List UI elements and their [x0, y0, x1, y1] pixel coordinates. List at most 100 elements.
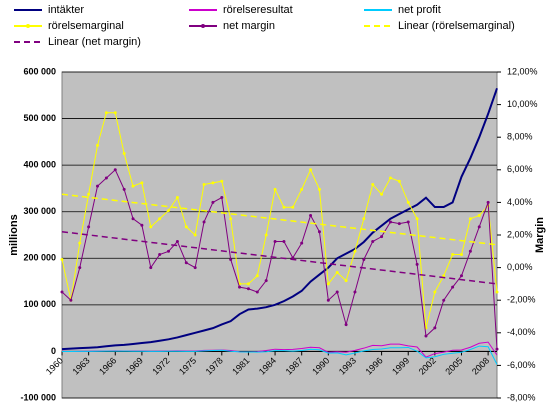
series-marker [229, 257, 233, 261]
series-marker [317, 230, 321, 234]
series-line [61, 168, 498, 350]
series-marker [113, 168, 117, 172]
series-marker [326, 298, 330, 302]
y-tick-label: -100 000 [20, 392, 56, 402]
y-tick-label: 200 000 [23, 253, 56, 263]
series-marker [140, 223, 144, 227]
series-marker [246, 287, 250, 291]
series-marker [149, 266, 153, 270]
series-marker [96, 143, 100, 147]
series-marker [344, 323, 348, 327]
series-marker [335, 290, 339, 294]
y2-tick-label: -8,00% [507, 392, 536, 402]
legend-label: net profit [398, 4, 441, 16]
series-marker [104, 176, 108, 180]
legend-label: rörelseresultat [223, 4, 293, 16]
series-marker [371, 240, 375, 244]
y2-tick-label: 6,00% [507, 164, 533, 174]
y2-tick-label: 10,00% [507, 99, 538, 109]
series-marker [184, 261, 188, 265]
series-marker [317, 187, 321, 191]
series-line [61, 193, 498, 246]
series-marker [406, 220, 410, 224]
legend-marker [26, 24, 30, 28]
series-marker [149, 225, 153, 229]
series-marker [442, 274, 446, 278]
series-marker [397, 222, 401, 226]
y-tick-label: 500 000 [23, 113, 56, 123]
y-tick-label: 300 000 [23, 206, 56, 216]
series-marker [193, 266, 197, 270]
series-line [61, 345, 498, 365]
series-marker [300, 241, 304, 245]
series-marker [353, 290, 357, 294]
series-marker [406, 200, 410, 204]
series-marker [362, 217, 366, 221]
legend-label: net margin [223, 20, 275, 32]
y-tick-label: 600 000 [23, 66, 56, 76]
series-marker [158, 253, 162, 257]
y-tick-label: 400 000 [23, 160, 56, 170]
y-tick-label: 100 000 [23, 299, 56, 309]
y2-tick-label: 12,00% [507, 66, 538, 76]
legend-label: Linear (net margin) [48, 36, 141, 48]
series-marker [202, 182, 206, 186]
y-axis-title: millions [8, 214, 20, 256]
series-marker [335, 270, 339, 274]
series-marker [371, 182, 375, 186]
series-marker [388, 176, 392, 180]
series-marker [255, 290, 259, 294]
series-marker [104, 111, 108, 115]
series-marker [167, 209, 171, 213]
y2-tick-label: -6,00% [507, 360, 536, 370]
series-marker [468, 249, 472, 253]
series-marker [309, 213, 313, 217]
series-marker [158, 217, 162, 221]
legend-label: Linear (rörelsemarginal) [398, 20, 515, 32]
series-marker [175, 196, 179, 200]
series-marker [433, 326, 437, 330]
series-marker [459, 253, 463, 257]
legend-marker [201, 24, 205, 28]
series-marker [424, 334, 428, 338]
series-marker [380, 192, 384, 196]
series-marker [291, 205, 295, 209]
series-marker [87, 225, 91, 229]
series-line [61, 230, 498, 285]
y2-tick-label: -4,00% [507, 327, 536, 337]
series-marker [291, 256, 295, 260]
series-marker [69, 298, 73, 302]
legend-label: rörelsemarginal [48, 20, 124, 32]
series-marker [495, 347, 499, 351]
series-marker [380, 235, 384, 239]
series-marker [175, 240, 179, 244]
series-marker [113, 111, 117, 115]
series-marker [362, 257, 366, 261]
series-line [61, 87, 498, 351]
y2-tick-label: 0,00% [507, 262, 533, 272]
series-marker [140, 181, 144, 185]
series-marker [397, 179, 401, 183]
y2-tick-label: 2,00% [507, 229, 533, 239]
series-marker [264, 279, 268, 283]
series-marker [122, 152, 126, 155]
series-marker [353, 249, 357, 253]
series-marker [415, 217, 419, 221]
series-marker [468, 217, 472, 221]
series-marker [131, 217, 135, 221]
series-marker [229, 217, 233, 221]
series-marker [202, 220, 206, 224]
series-marker [211, 200, 215, 204]
series-marker [167, 249, 171, 253]
series-marker [415, 262, 419, 266]
series-marker [388, 220, 392, 224]
series-marker [344, 279, 348, 283]
series-line [61, 112, 498, 329]
series-marker [451, 285, 455, 289]
series-marker [220, 196, 224, 200]
y2-tick-label: 4,00% [507, 197, 533, 207]
series-marker [264, 233, 268, 237]
y2-axis-title: Margin [534, 217, 546, 253]
series-marker [96, 184, 100, 188]
series-marker [87, 192, 91, 196]
